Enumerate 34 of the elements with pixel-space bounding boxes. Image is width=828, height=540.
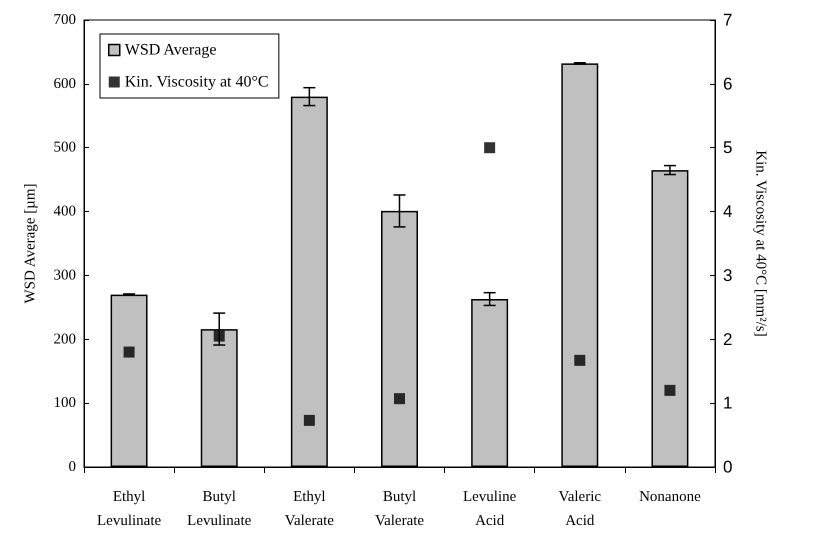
y2-tick-label: 2 bbox=[723, 330, 732, 349]
x-tick-label: Levuline Acid bbox=[462, 489, 517, 529]
y2-tick-label: 1 bbox=[723, 394, 732, 413]
y-tick-label: 300 bbox=[54, 267, 76, 284]
y2-tick-label: 0 bbox=[723, 458, 732, 476]
y2-tick-label: 7 bbox=[723, 10, 732, 30]
x-tick-label: Ethyl Levulinate bbox=[97, 489, 162, 529]
legend-label: WSD Average bbox=[124, 42, 216, 58]
x-tick-label: Valeric Acid bbox=[558, 489, 602, 529]
point bbox=[574, 354, 586, 366]
y-tick-label: 0 bbox=[68, 459, 76, 475]
point bbox=[394, 393, 405, 404]
y2-axis-title: Kin. Viscosity at 40°C [mm²/s] bbox=[752, 150, 768, 337]
y2-tick-label: 5 bbox=[723, 138, 732, 158]
y-tick-label: 500 bbox=[54, 140, 76, 156]
x-tick-label: Butyl Valerate bbox=[374, 489, 424, 529]
point bbox=[214, 330, 225, 342]
point bbox=[304, 414, 315, 426]
y-tick-label: 700 bbox=[54, 12, 76, 28]
point bbox=[124, 346, 135, 358]
y2-tick-label: 3 bbox=[723, 266, 732, 285]
point bbox=[664, 384, 676, 396]
y-axis-title: WSD Average [µm] bbox=[22, 184, 38, 304]
y-tick-label: 400 bbox=[54, 204, 76, 220]
y2-tick-label: 4 bbox=[723, 202, 732, 222]
y-tick-label: 100 bbox=[54, 395, 76, 412]
y-tick-label: 600 bbox=[54, 76, 76, 92]
y2-tick-label: 6 bbox=[723, 74, 732, 94]
y-tick-label: 200 bbox=[54, 331, 76, 348]
x-tick-label: Ethyl Valerate bbox=[284, 489, 334, 529]
point bbox=[484, 142, 496, 154]
legend-label: Kin. Viscosity at 40°C bbox=[124, 74, 269, 90]
x-tick-label: Butyl Levulinate bbox=[187, 489, 252, 529]
x-tick-label: Nonanone bbox=[639, 489, 702, 505]
